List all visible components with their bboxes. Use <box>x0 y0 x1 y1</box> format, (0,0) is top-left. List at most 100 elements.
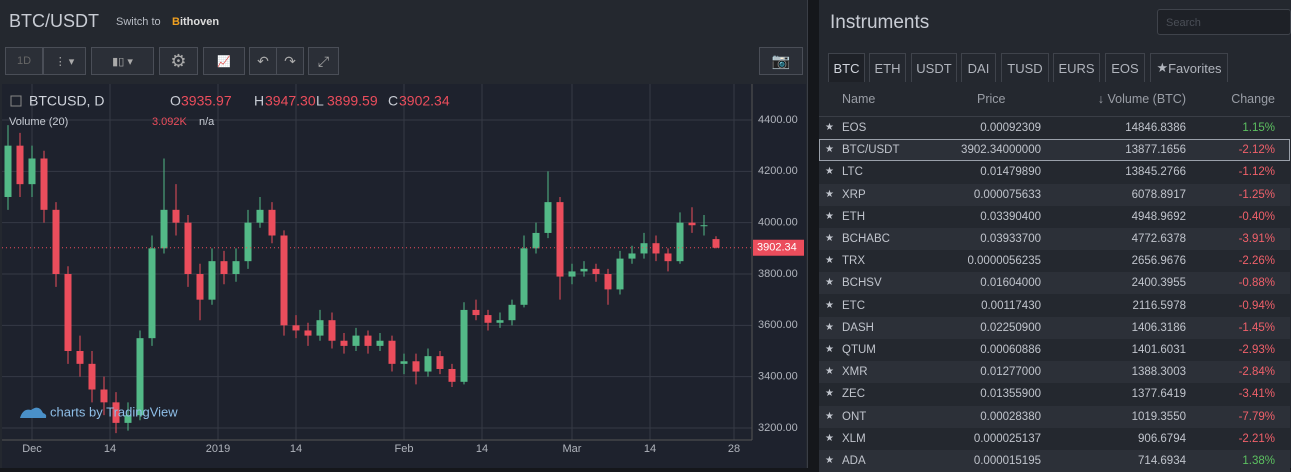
tab[interactable]: EOS <box>1105 53 1145 82</box>
favorite-star[interactable]: ★ <box>825 410 834 422</box>
candle-body <box>184 222 192 275</box>
instrument-row[interactable]: ★ XMR 0.01277000 1388.3003 -2.84% <box>819 361 1290 384</box>
column-header[interactable]: ↓ Volume (BTC) <box>1097 92 1186 106</box>
instrument-row[interactable]: ★ XLM 0.000025137 906.6794 -2.21% <box>819 427 1290 450</box>
instrument-row[interactable]: ★ BCHABC 0.03933700 4772.6378 -3.91% <box>819 228 1290 250</box>
cell: BCHSV <box>842 277 882 290</box>
candle-body <box>4 145 12 197</box>
favorite-star[interactable]: ★ <box>825 321 834 333</box>
favorite-star[interactable]: ★ <box>825 144 834 156</box>
cell: 1019.3550 <box>1131 410 1186 423</box>
column-header[interactable]: Change <box>1231 92 1275 106</box>
instrument-row[interactable]: ★ XRP 0.000075633 6078.8917 -1.25% <box>819 183 1290 206</box>
favorite-star[interactable]: ★ <box>825 277 834 289</box>
favorite-star[interactable]: ★ <box>825 188 834 200</box>
candle-body <box>544 202 552 233</box>
interval-menu[interactable]: ⋮ ▾ <box>43 47 86 75</box>
redo-button[interactable]: ↷ <box>276 47 304 75</box>
favorite-star[interactable]: ★ <box>825 166 834 178</box>
tab[interactable]: TUSD <box>1001 53 1049 82</box>
cell: 0.03933700 <box>980 233 1041 245</box>
favorite-star[interactable]: ★ <box>825 299 834 311</box>
y-tick-label: 3600.00 <box>758 319 798 331</box>
favorite-star[interactable]: ★ <box>825 366 834 378</box>
cell: 0.01604000 <box>980 277 1041 290</box>
tab[interactable]: ETH <box>869 53 906 82</box>
cell: 0.01479890 <box>980 166 1041 179</box>
cell: -7.79% <box>1238 410 1275 423</box>
candle-body <box>304 330 312 336</box>
undo-button[interactable]: ↶ <box>249 47 277 75</box>
instrument-row[interactable]: ★ ETH 0.03390400 4948.9692 -0.40% <box>819 205 1290 228</box>
tab[interactable]: USDT <box>911 53 957 82</box>
column-header[interactable]: Name <box>842 92 875 106</box>
x-tick-label: Feb <box>395 443 414 455</box>
favorite-star[interactable]: ★ <box>825 455 834 466</box>
y-tick-label: 4000.00 <box>758 217 798 229</box>
instrument-row[interactable]: ★ ZEC 0.01355900 1377.6419 -3.41% <box>819 383 1290 406</box>
cell: 0.000075633 <box>973 188 1041 201</box>
candle-body <box>292 325 300 331</box>
instrument-row[interactable]: ★ ONT 0.00028380 1019.3550 -7.79% <box>819 405 1290 428</box>
cell: LTC <box>842 166 863 179</box>
favorite-star[interactable]: ★ <box>825 388 834 400</box>
candle-body <box>172 209 180 223</box>
cell: ONT <box>842 410 867 423</box>
candle-body <box>508 304 516 321</box>
cell: ETC <box>842 299 865 312</box>
instrument-row[interactable]: ★ BCHSV 0.01604000 2400.3955 -0.88% <box>819 272 1290 295</box>
search-input[interactable]: Search <box>1157 9 1291 35</box>
instrument-row[interactable]: ★ TRX 0.0000056235 2656.9676 -2.26% <box>819 250 1290 273</box>
favorite-star[interactable]: ★ <box>825 255 834 267</box>
instrument-row[interactable]: ★ LTC 0.01479890 13845.2766 -1.12% <box>819 161 1290 184</box>
instrument-row[interactable]: ★ ADA 0.000015195 714.6934 1.38% <box>819 450 1290 472</box>
fullscreen-button[interactable]: ⤢ <box>308 47 339 75</box>
cell: 906.6794 <box>1138 432 1186 445</box>
settings-button[interactable]: ⚙ <box>159 47 198 75</box>
candle-body <box>268 209 276 236</box>
cell: 0.00028380 <box>980 410 1041 423</box>
cell: 1.15% <box>1242 122 1275 134</box>
snapshot-button[interactable]: 📷 <box>759 47 803 75</box>
cell: 4948.9692 <box>1131 210 1186 223</box>
instrument-row[interactable]: ★ BTC/USDT 3902.34000000 13877.1656 -2.12% <box>819 139 1290 162</box>
candle-body <box>52 209 60 275</box>
cell: 6078.8917 <box>1131 188 1186 201</box>
favorite-star[interactable]: ★ <box>825 233 834 244</box>
candle-body <box>424 356 432 372</box>
tab-label: ETH <box>874 60 901 76</box>
indicators-button[interactable]: 📈 <box>203 47 245 75</box>
candle-body <box>88 363 96 390</box>
candle-body <box>280 235 288 326</box>
candle-body <box>148 248 156 339</box>
favorite-star[interactable]: ★ <box>825 122 834 133</box>
interval-button[interactable]: 1D <box>5 47 43 75</box>
legend-value: 3902.34 <box>399 93 450 109</box>
favorite-star[interactable]: ★ <box>825 210 834 222</box>
legend-symbol: BTCUSD, D <box>29 93 104 109</box>
candle-body <box>64 274 72 352</box>
instrument-row[interactable]: ★ ETC 0.00117430 2116.5978 -0.94% <box>819 294 1290 317</box>
tab-label: BTC <box>833 60 860 76</box>
cell: 14846.8386 <box>1125 122 1186 134</box>
cell: -0.40% <box>1238 210 1275 223</box>
brand-link[interactable]: Bithoven <box>172 16 220 28</box>
candle-body <box>208 261 216 300</box>
chart-panel: BTC/USDT Switch to Bithoven 1D ⋮ ▾ ▮▯ ▾ … <box>0 0 808 468</box>
instrument-row[interactable]: ★ EOS 0.00092309 14846.8386 1.15% <box>819 117 1290 139</box>
candle-body <box>352 335 360 346</box>
tab[interactable]: DAI <box>961 53 996 82</box>
candle-body <box>400 361 408 364</box>
favorite-star[interactable]: ★ <box>825 344 834 355</box>
instrument-row[interactable]: ★ QTUM 0.00060886 1401.6031 -2.93% <box>819 339 1290 361</box>
favorite-star[interactable]: ★ <box>825 432 834 444</box>
candle-body <box>592 268 600 275</box>
x-tick-label: Dec <box>22 443 42 455</box>
tab[interactable]: ★ Favorites <box>1150 53 1228 82</box>
chart-style-button[interactable]: ▮▯ ▾ <box>91 47 154 75</box>
cell: XLM <box>842 432 866 445</box>
tab[interactable]: EURS <box>1053 53 1100 82</box>
tab[interactable]: BTC <box>828 53 865 82</box>
instrument-row[interactable]: ★ DASH 0.02250900 1406.3186 -1.45% <box>819 316 1290 339</box>
column-header[interactable]: Price <box>977 92 1005 106</box>
